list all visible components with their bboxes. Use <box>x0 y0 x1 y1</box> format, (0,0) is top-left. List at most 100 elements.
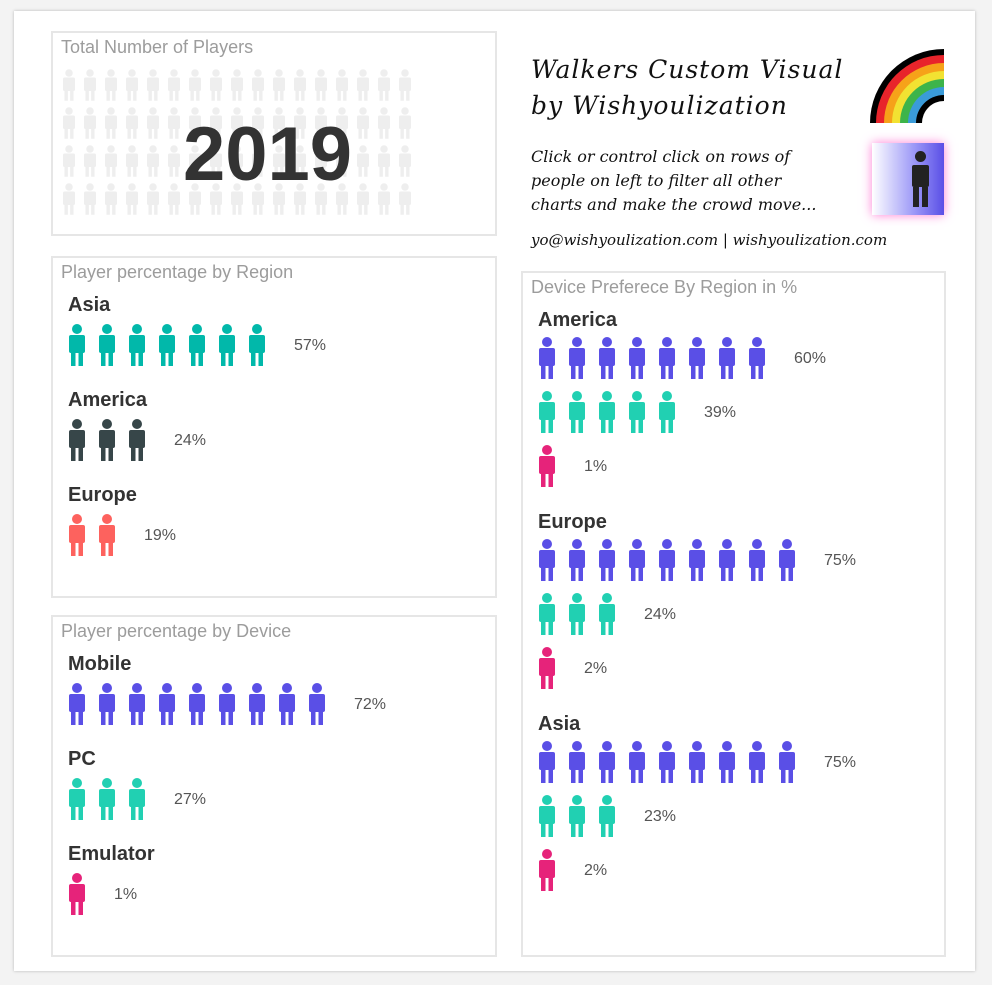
crowd-person-icon <box>357 107 369 139</box>
person-icon[interactable] <box>629 741 645 783</box>
person-icon[interactable] <box>159 324 175 366</box>
person-icon[interactable] <box>749 337 765 379</box>
person-icon[interactable] <box>99 324 115 366</box>
crowd-person-icon <box>294 69 306 101</box>
person-icon[interactable] <box>689 337 705 379</box>
person-icon[interactable] <box>249 683 265 725</box>
person-icon[interactable] <box>69 324 85 366</box>
crowd-person-icon <box>168 107 180 139</box>
person-icon[interactable] <box>279 683 295 725</box>
header-contact[interactable]: yo@wishyoulization.com | wishyoulization… <box>531 231 888 249</box>
person-icon[interactable] <box>689 741 705 783</box>
crowd-person-icon <box>336 183 348 215</box>
person-icon[interactable] <box>569 795 585 837</box>
total-players-value: 2019 <box>183 112 353 197</box>
device-by-region-panel: Device Preferece By Region in % America 6… <box>521 271 946 957</box>
total-players-card[interactable]: Total Number of Players 2019 <box>51 31 497 236</box>
person-icon[interactable] <box>189 324 205 366</box>
person-icon[interactable] <box>189 683 205 725</box>
person-icon[interactable] <box>99 419 115 461</box>
percent-label: 57% <box>294 337 327 354</box>
person-icon[interactable] <box>539 741 555 783</box>
person-icon[interactable] <box>599 741 615 783</box>
person-icon[interactable] <box>129 324 145 366</box>
person-icon[interactable] <box>69 683 85 725</box>
person-icon[interactable] <box>539 337 555 379</box>
person-icon[interactable] <box>69 419 85 461</box>
person-icon[interactable] <box>599 539 615 581</box>
person-icon[interactable] <box>749 741 765 783</box>
person-icon[interactable] <box>129 778 145 820</box>
percent-label: 19% <box>144 527 177 544</box>
person-icon[interactable] <box>129 683 145 725</box>
person-icon[interactable] <box>599 337 615 379</box>
crowd-person-icon <box>105 69 117 101</box>
crowd-person-icon <box>126 145 138 177</box>
person-icon[interactable] <box>539 539 555 581</box>
person-icon[interactable] <box>599 391 615 433</box>
person-icon[interactable] <box>99 514 115 556</box>
person-icon[interactable] <box>569 337 585 379</box>
crowd-person-icon <box>315 183 327 215</box>
person-icon[interactable] <box>599 593 615 635</box>
person-icon[interactable] <box>629 337 645 379</box>
person-icon[interactable] <box>569 593 585 635</box>
person-icon[interactable] <box>569 741 585 783</box>
person-icon[interactable] <box>689 539 705 581</box>
person-icon[interactable] <box>159 683 175 725</box>
person-icon[interactable] <box>659 391 675 433</box>
person-icon[interactable] <box>719 337 735 379</box>
person-icon[interactable] <box>539 795 555 837</box>
crowd-person-icon <box>315 145 327 177</box>
person-icon[interactable] <box>599 795 615 837</box>
person-icon[interactable] <box>129 419 145 461</box>
person-icon[interactable] <box>629 539 645 581</box>
person-icon[interactable] <box>749 539 765 581</box>
crowd-person-icon <box>273 183 285 215</box>
person-icon[interactable] <box>659 337 675 379</box>
header-note-line3: charts and make the crowd move... <box>531 195 817 214</box>
person-icon[interactable] <box>69 514 85 556</box>
crowd-person-icon <box>399 145 411 177</box>
crowd-person-icon <box>63 145 75 177</box>
person-icon[interactable] <box>659 539 675 581</box>
person-icon[interactable] <box>309 683 325 725</box>
person-icon[interactable] <box>569 539 585 581</box>
person-icon[interactable] <box>569 391 585 433</box>
person-icon[interactable] <box>539 647 555 689</box>
person-icon[interactable] <box>629 391 645 433</box>
person-icon[interactable] <box>539 849 555 891</box>
category-label-mobile: Mobile <box>68 653 132 675</box>
person-icon[interactable] <box>779 539 795 581</box>
crowd-person-icon <box>147 183 159 215</box>
person-icon[interactable] <box>719 741 735 783</box>
crowd-person-icon <box>126 107 138 139</box>
person-icon[interactable] <box>249 324 265 366</box>
crowd-person-icon <box>399 69 411 101</box>
person-icon[interactable] <box>219 683 235 725</box>
crowd-person-icon <box>168 183 180 215</box>
crowd-person-icon <box>273 69 285 101</box>
crowd-person-icon <box>84 183 96 215</box>
person-icon[interactable] <box>69 873 85 915</box>
person-icon[interactable] <box>99 683 115 725</box>
crowd-person-icon <box>105 107 117 139</box>
category-label-america: America <box>68 389 147 411</box>
crowd-person-icon <box>378 145 390 177</box>
header-title-line2: by Wishyoulization <box>531 91 788 120</box>
person-icon[interactable] <box>99 778 115 820</box>
person-icon[interactable] <box>539 445 555 487</box>
crowd-person-icon <box>252 183 264 215</box>
person-icon[interactable] <box>719 539 735 581</box>
person-icon[interactable] <box>219 324 235 366</box>
person-icon[interactable] <box>539 391 555 433</box>
person-icon[interactable] <box>539 593 555 635</box>
crowd-person-icon <box>357 183 369 215</box>
crowd-person-icon <box>252 69 264 101</box>
crowd-person-icon <box>378 69 390 101</box>
person-icon[interactable] <box>779 741 795 783</box>
crowd-person-icon <box>189 107 201 139</box>
person-icon[interactable] <box>659 741 675 783</box>
person-icon[interactable] <box>69 778 85 820</box>
person-glow-icon <box>872 143 944 215</box>
